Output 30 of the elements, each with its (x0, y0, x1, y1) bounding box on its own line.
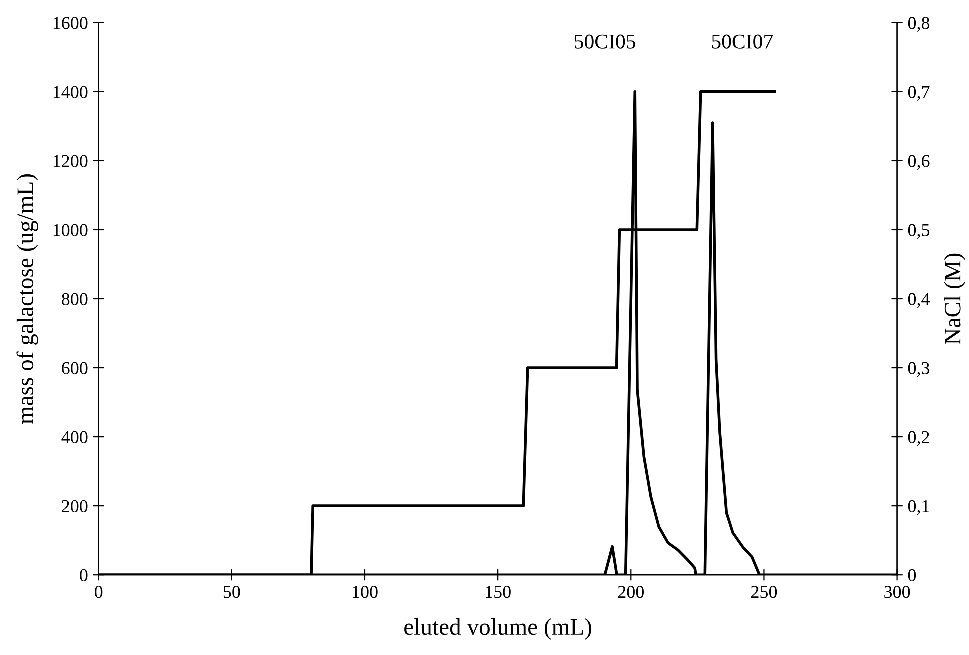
x-tick-label: 200 (618, 586, 644, 598)
x-tick-label: 50 (224, 586, 240, 598)
x-tick-label: 150 (486, 586, 511, 598)
y2-tick-label: 0,5 (908, 224, 930, 240)
x-tick-label: 300 (884, 586, 910, 598)
x-tick-label: 100 (353, 586, 378, 598)
y2-tick-label: 0,7 (908, 86, 930, 101)
x-axis-title: eluted volume (mL) (404, 618, 592, 640)
annotation: 50CI07 (712, 34, 774, 49)
y2-tick-label: 0,3 (908, 362, 930, 378)
y-tick-label: 0 (80, 569, 88, 582)
y2-tick-label: 0 (908, 569, 916, 582)
y-tick-label: 800 (62, 293, 88, 306)
y-tick-label: 1200 (54, 155, 88, 168)
y2-tick-label: 0,1 (908, 500, 930, 516)
y2-tick-label: 0,2 (908, 431, 930, 446)
y-tick-label: 200 (62, 500, 88, 513)
annotation: 50CI05 (575, 34, 636, 49)
y-tick-label: 400 (62, 431, 88, 444)
y2-tick-label: 0,8 (908, 17, 930, 32)
y-tick-label: 1000 (54, 224, 88, 236)
y-tick-label: 1600 (54, 17, 88, 30)
x-tick-label: 250 (751, 586, 778, 598)
y-tick-label: 1400 (54, 86, 88, 98)
y2-tick-label: 0,6 (908, 155, 930, 170)
y-tick-label: 600 (62, 362, 88, 374)
y2-axis-title: NaCl (M) (944, 254, 966, 345)
x-tick-label: 0 (95, 586, 103, 598)
y2-tick-label: 0,4 (908, 293, 930, 308)
y-axis-title: mass of galactose (ug/mL) (16, 174, 38, 424)
